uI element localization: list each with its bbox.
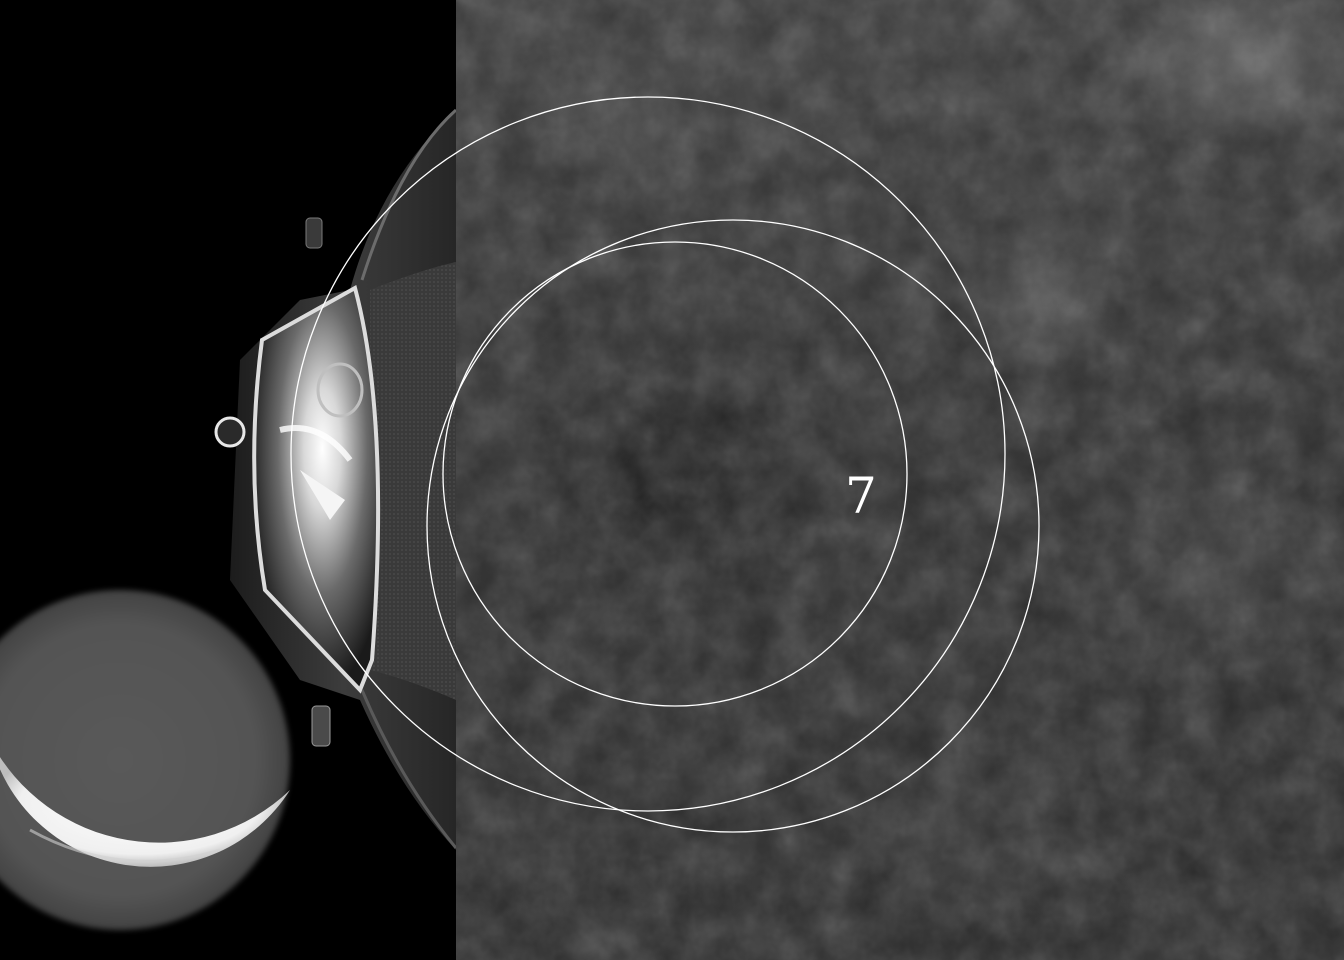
foliage-texture <box>456 0 1344 960</box>
crescent-moon <box>0 590 290 930</box>
page-number: 7 <box>845 467 877 525</box>
spacecraft-photo <box>0 0 456 960</box>
texture-grain <box>456 0 1344 960</box>
spacecraft-illustration <box>0 108 456 930</box>
